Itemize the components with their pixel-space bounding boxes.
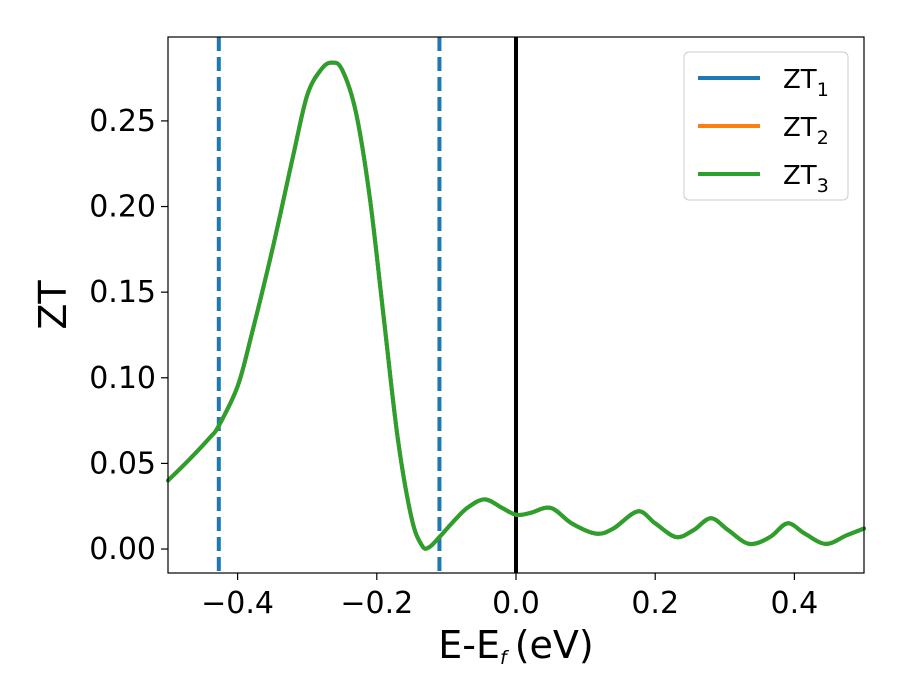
reference-lines (216, 37, 518, 573)
x-tick-label: 0.2 (631, 586, 679, 621)
legend-box (683, 51, 849, 201)
x-axis-ticks: −0.4 −0.2 0.0 0.2 0.4 (201, 573, 818, 621)
x-axis-label: E-Ef (eV) (438, 623, 593, 669)
y-tick-label: 0.10 (89, 361, 156, 396)
y-tick-label: 0.15 (89, 275, 156, 310)
legend-label-1: ZT1 (783, 65, 829, 101)
y-tick-label: 0.05 (89, 446, 156, 481)
y-tick-label: 0.25 (89, 104, 156, 139)
y-axis-ticks: 0.00 0.05 0.10 0.15 0.20 0.25 (89, 104, 168, 567)
x-tick-label: 0.0 (492, 586, 540, 621)
legend-label-3: ZT3 (783, 161, 829, 197)
y-tick-label: 0.20 (89, 190, 156, 225)
x-tick-label: −0.4 (201, 586, 274, 621)
legend: ZT1 ZT2 ZT3 (683, 51, 849, 201)
x-tick-label: −0.2 (340, 586, 413, 621)
series-lines (166, 60, 866, 551)
y-tick-label: 0.00 (89, 532, 156, 567)
series-line-3 (166, 60, 866, 551)
legend-label-2: ZT2 (783, 113, 829, 149)
x-tick-label: 0.4 (771, 586, 819, 621)
y-axis-label: ZT (31, 280, 75, 330)
